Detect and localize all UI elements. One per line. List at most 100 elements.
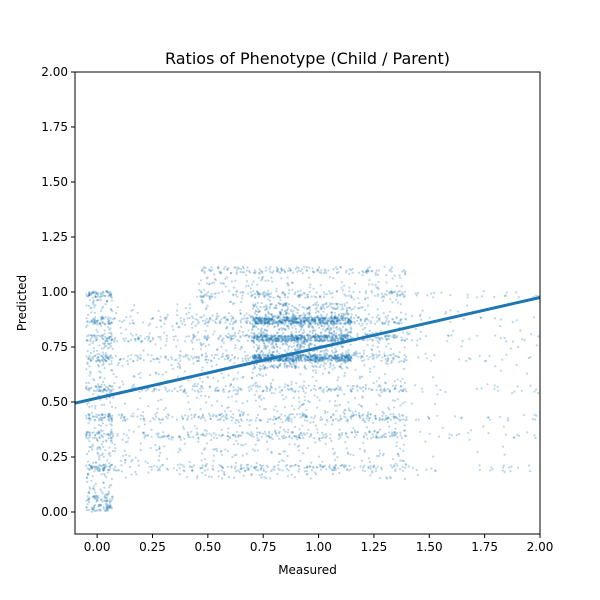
scatter-point — [342, 355, 345, 358]
scatter-point — [342, 312, 345, 315]
scatter-point — [297, 321, 300, 324]
scatter-point — [266, 317, 269, 320]
scatter-point — [375, 454, 378, 458]
scatter-point — [308, 320, 311, 324]
scatter-point — [255, 350, 258, 353]
scatter-point — [323, 321, 326, 324]
scatter-point — [107, 322, 110, 325]
scatter-point — [375, 417, 378, 420]
scatter-point — [348, 290, 351, 293]
scatter-point — [404, 270, 407, 273]
scatter-point — [346, 331, 349, 334]
scatter-point — [332, 413, 335, 416]
scatter-point — [301, 434, 304, 437]
scatter-point — [380, 359, 383, 362]
scatter-point — [123, 415, 126, 418]
scatter-point — [99, 448, 102, 451]
scatter-point — [382, 311, 385, 315]
scatter-point — [256, 449, 259, 452]
scatter-point — [324, 336, 327, 339]
scatter-point — [247, 386, 250, 389]
scatter-point — [305, 354, 308, 357]
scatter-point — [375, 380, 378, 383]
scatter-point — [327, 319, 330, 322]
scatter-point — [229, 323, 232, 326]
scatter-point — [396, 294, 399, 297]
scatter-point — [288, 337, 291, 340]
scatter-point — [318, 387, 321, 390]
scatter-point — [110, 294, 113, 297]
scatter-point — [262, 340, 265, 343]
scatter-point — [284, 358, 287, 361]
scatter-point — [187, 311, 190, 314]
scatter-point — [244, 443, 247, 446]
scatter-point — [160, 325, 163, 328]
scatter-point — [85, 417, 88, 420]
scatter-point — [302, 340, 305, 343]
scatter-point — [270, 318, 273, 321]
scatter-point — [106, 459, 109, 462]
scatter-point — [318, 366, 321, 369]
scatter-point — [261, 316, 264, 319]
scatter-point — [227, 406, 230, 409]
scatter-point — [270, 313, 273, 316]
scatter-point — [210, 266, 213, 269]
scatter-point — [361, 322, 364, 325]
scatter-point — [268, 320, 271, 323]
scatter-point — [328, 464, 331, 467]
scatter-point — [339, 317, 342, 320]
scatter-point — [319, 319, 322, 322]
scatter-point — [285, 365, 289, 368]
scatter-point — [258, 316, 261, 319]
scatter-point — [308, 306, 311, 309]
scatter-point — [379, 338, 382, 341]
scatter-point — [403, 290, 407, 293]
scatter-point — [353, 436, 356, 439]
scatter-point — [163, 331, 166, 334]
scatter-point — [93, 436, 97, 440]
scatter-point — [265, 317, 268, 320]
scatter-point — [190, 430, 193, 433]
scatter-point — [195, 313, 198, 316]
scatter-point — [298, 296, 301, 299]
scatter-point — [278, 303, 282, 306]
scatter-point — [394, 384, 397, 387]
scatter-point — [393, 336, 396, 339]
scatter-point — [99, 504, 102, 507]
scatter-point — [318, 322, 321, 325]
scatter-point — [301, 412, 304, 415]
scatter-point — [103, 367, 106, 370]
scatter-point — [306, 307, 309, 310]
scatter-point — [314, 335, 317, 338]
scatter-point — [97, 430, 100, 433]
scatter-point — [150, 435, 153, 438]
scatter-point — [337, 356, 340, 359]
scatter-point — [389, 418, 392, 421]
scatter-point — [226, 268, 229, 272]
scatter-point — [310, 355, 313, 358]
scatter-point — [239, 414, 242, 417]
scatter-point — [354, 410, 357, 413]
scatter-point — [313, 335, 316, 338]
scatter-point — [277, 337, 280, 341]
scatter-point — [195, 427, 198, 430]
scatter-point — [97, 431, 100, 434]
scatter-point — [102, 468, 105, 471]
scatter-point — [404, 273, 407, 276]
scatter-point — [385, 273, 388, 277]
scatter-point — [303, 314, 306, 317]
scatter-point — [199, 467, 202, 470]
scatter-point — [206, 320, 210, 323]
scatter-point — [141, 415, 144, 418]
scatter-point — [99, 371, 102, 374]
scatter-point — [246, 468, 249, 471]
scatter-point — [190, 322, 193, 325]
scatter-point — [345, 333, 348, 336]
scatter-point — [390, 291, 393, 294]
scatter-point — [278, 334, 281, 337]
scatter-point — [256, 413, 260, 417]
scatter-point — [137, 338, 140, 341]
scatter-point — [350, 390, 353, 393]
scatter-point — [112, 396, 115, 399]
scatter-point — [353, 320, 356, 323]
